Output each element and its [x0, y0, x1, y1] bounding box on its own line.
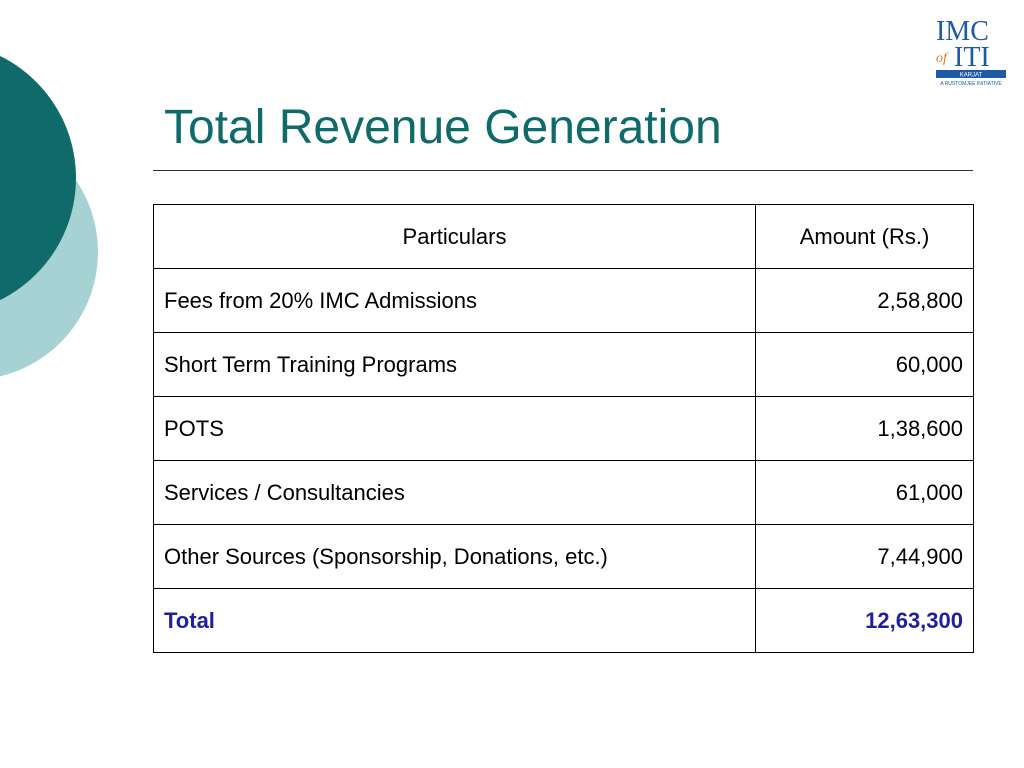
row-amount: 61,000 — [755, 460, 974, 525]
logo-iti-text: ITI — [954, 42, 990, 73]
table-row: Fees from 20% IMC Admissions 2,58,800 — [153, 268, 974, 333]
table-row: POTS 1,38,600 — [153, 396, 974, 461]
table-row: Services / Consultancies 61,000 — [153, 460, 974, 525]
logo-place-band — [936, 70, 1006, 78]
total-row: Total 12,63,300 — [153, 588, 974, 653]
row-particular: Services / Consultancies — [153, 460, 756, 525]
imc-iti-logo: IMC of ITI KARJAT A RUSTOMJEE INITIATIVE — [936, 16, 1006, 87]
table-row: Other Sources (Sponsorship, Donations, e… — [153, 524, 974, 589]
row-amount: 7,44,900 — [755, 524, 974, 589]
logo-imc-text: IMC — [936, 16, 989, 47]
table-header-row: Particulars Amount (Rs.) — [153, 204, 974, 269]
row-particular: Other Sources (Sponsorship, Donations, e… — [153, 524, 756, 589]
row-amount: 1,38,600 — [755, 396, 974, 461]
row-particular: POTS — [153, 396, 756, 461]
table-row: Short Term Training Programs 60,000 — [153, 332, 974, 397]
row-particular: Short Term Training Programs — [153, 332, 756, 397]
row-particular: Fees from 20% IMC Admissions — [153, 268, 756, 333]
title-divider — [153, 170, 973, 171]
decorative-circles — [0, 55, 98, 377]
header-amount: Amount (Rs.) — [755, 204, 974, 269]
row-amount: 60,000 — [755, 332, 974, 397]
logo-of-text: of — [936, 51, 949, 66]
dark-teal-circle — [0, 55, 76, 301]
revenue-table: Particulars Amount (Rs.) Fees from 20% I… — [153, 204, 974, 653]
total-label: Total — [153, 588, 756, 653]
total-amount: 12,63,300 — [755, 588, 974, 653]
slide-title: Total Revenue Generation — [164, 101, 722, 154]
logo-tagline-text: A RUSTOMJEE INITIATIVE — [940, 81, 1002, 87]
logo-place-text: KARJAT — [960, 73, 983, 79]
row-amount: 2,58,800 — [755, 268, 974, 333]
header-particulars: Particulars — [153, 204, 756, 269]
